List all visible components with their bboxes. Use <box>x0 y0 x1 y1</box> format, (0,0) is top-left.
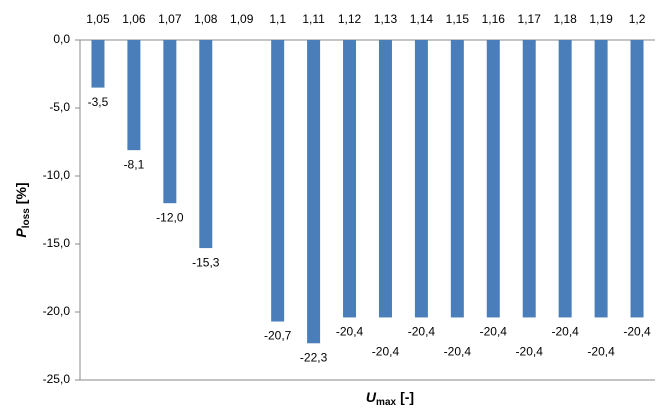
x-tick-label: 1,09 <box>230 12 254 26</box>
x-axis-label: Umax [-] <box>366 389 414 408</box>
x-tick-label: 1,08 <box>194 12 218 26</box>
y-label-subscript: loss <box>21 208 32 228</box>
x-label-subscript: max <box>376 397 396 408</box>
bar <box>630 40 644 318</box>
y-tick-label: -10,0 <box>43 168 71 182</box>
value-label: -20,7 <box>264 329 292 343</box>
bar <box>594 40 608 318</box>
y-tick-label: -20,0 <box>43 304 71 318</box>
bar <box>271 40 285 322</box>
x-tick-label: 1,16 <box>482 12 506 26</box>
y-tick-label: -25,0 <box>43 372 71 386</box>
value-label: -15,3 <box>192 255 220 269</box>
bar <box>486 40 500 318</box>
bar <box>199 40 213 249</box>
x-tick-label: 1,13 <box>374 12 398 26</box>
x-tick-label: 1,05 <box>86 12 110 26</box>
bar <box>450 40 464 318</box>
x-tick-label: 1,06 <box>122 12 146 26</box>
y-label-symbol: P <box>13 228 29 238</box>
bar <box>307 40 321 344</box>
value-label: -20,4 <box>444 345 472 359</box>
value-label: -22,3 <box>300 350 328 364</box>
value-label: -20,4 <box>623 325 651 339</box>
x-tick-label: 1,17 <box>518 12 542 26</box>
x-tick-label: 1,12 <box>338 12 362 26</box>
value-label: -12,0 <box>156 210 184 224</box>
y-tick-label: 0,0 <box>53 32 70 46</box>
value-label: -20,4 <box>551 325 579 339</box>
value-label: -20,4 <box>480 325 508 339</box>
x-label-symbol: U <box>366 389 377 405</box>
x-tick-label: 1,15 <box>446 12 470 26</box>
value-label: -20,4 <box>408 325 436 339</box>
value-label: -8,1 <box>124 157 145 171</box>
y-tick-label: -15,0 <box>43 236 71 250</box>
x-tick-label: 1,14 <box>410 12 434 26</box>
value-label: -20,4 <box>336 325 364 339</box>
bar <box>127 40 141 151</box>
x-label-unit: [-] <box>400 389 414 405</box>
value-label: -20,4 <box>587 345 615 359</box>
value-label: -20,4 <box>372 345 400 359</box>
x-tick-label: 1,19 <box>589 12 613 26</box>
y-tick-label: -5,0 <box>49 100 70 114</box>
x-tick-label: 1,11 <box>302 12 325 26</box>
bar <box>558 40 572 318</box>
bar <box>378 40 392 318</box>
value-label: -20,4 <box>516 345 544 359</box>
bar <box>522 40 536 318</box>
y-label-unit: [%] <box>13 182 29 204</box>
bar <box>163 40 177 204</box>
x-tick-label: 1,2 <box>629 12 646 26</box>
x-tick-label: 1,07 <box>158 12 182 26</box>
y-axis-label: Ploss [%] <box>13 182 32 237</box>
bar <box>91 40 105 88</box>
x-tick-label: 1,18 <box>553 12 577 26</box>
x-tick-label: 1,1 <box>269 12 286 26</box>
bar <box>414 40 428 318</box>
value-label: -3,5 <box>88 95 109 109</box>
bar <box>343 40 357 318</box>
